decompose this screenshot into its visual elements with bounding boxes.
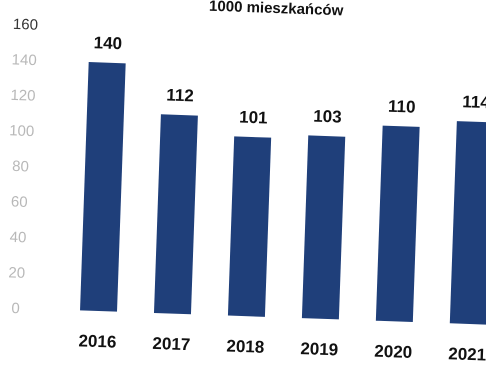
bar-value-label: 140 [93, 33, 122, 53]
y-tick-label: 100 [9, 122, 35, 140]
x-axis: 2016 2017 2018 2019 2020 2021 [78, 331, 486, 364]
bar-2016 [80, 62, 126, 312]
x-tick-label: 2020 [374, 342, 412, 362]
y-tick-label: 140 [11, 51, 37, 69]
y-tick-label: 120 [10, 87, 36, 105]
y-axis: 160 140 120 100 80 60 40 20 0 [8, 16, 39, 317]
x-tick-label: 2019 [300, 339, 338, 359]
value-labels: 140 112 101 103 110 114 [93, 33, 486, 128]
x-tick-label: 2021 [448, 344, 486, 364]
bar-2018 [227, 136, 272, 317]
y-tick-label: 160 [13, 16, 39, 34]
bars [80, 62, 486, 325]
x-tick-label: 2016 [78, 331, 116, 351]
bar-value-label: 110 [388, 97, 416, 117]
y-tick-label: 80 [12, 158, 29, 176]
y-tick-label: 60 [11, 193, 28, 211]
bar-value-label: 103 [313, 107, 342, 127]
x-tick-label: 2017 [152, 334, 190, 354]
x-tick-label: 2018 [226, 337, 264, 357]
bar-2021 [449, 121, 486, 325]
bar-2017 [153, 114, 198, 315]
bar-value-label: 114 [462, 92, 486, 112]
bar-2020 [375, 125, 420, 323]
y-tick-label: 0 [11, 300, 20, 317]
chart-title: 1000 mieszkańców [209, 0, 344, 19]
bar-value-label: 112 [166, 85, 194, 105]
y-tick-label: 40 [9, 229, 26, 247]
bar-value-label: 101 [239, 108, 268, 128]
bar-2019 [301, 135, 346, 320]
y-tick-label: 20 [8, 264, 25, 282]
